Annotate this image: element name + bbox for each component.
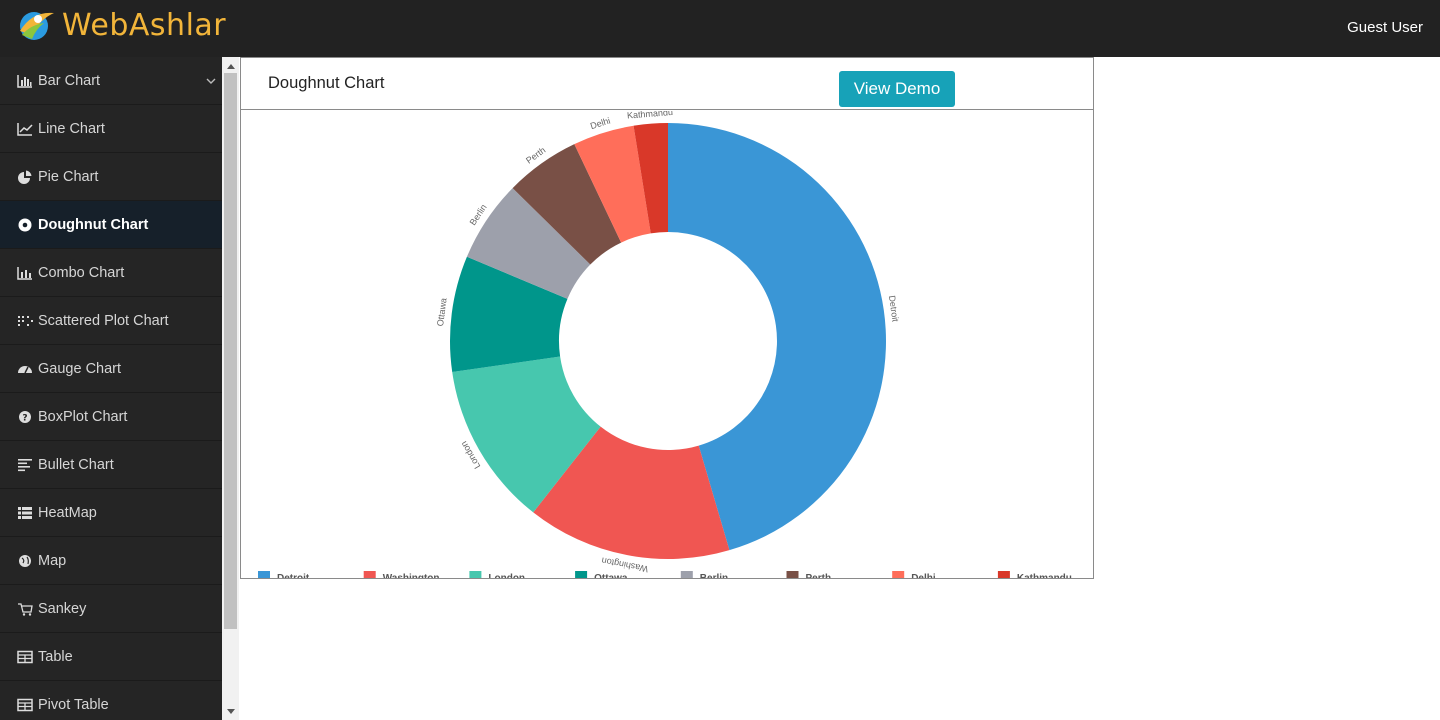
legend-item[interactable]: Kathmandu [997, 571, 1072, 578]
legend-label: Berlin [700, 573, 728, 578]
align-left-icon [16, 458, 34, 472]
legend-label: London [488, 573, 525, 578]
sidebar-item-label: Table [38, 648, 73, 665]
combo-chart-icon [16, 266, 34, 280]
slice-label: Detroit [887, 295, 901, 323]
sidebar-item-combo-chart[interactable]: Combo Chart [0, 249, 222, 297]
slice-kathmandu[interactable] [633, 123, 668, 234]
line-chart-icon [16, 122, 34, 136]
panel-header: Doughnut Chart View Demo [241, 58, 1093, 110]
sidebar-item-doughnut-chart[interactable]: Doughnut Chart [0, 201, 222, 249]
brand-name: WebAshlar [62, 7, 227, 43]
legend-label: Detroit [277, 573, 310, 578]
legend-swatch [363, 571, 376, 578]
sidebar-item-label: Pie Chart [38, 168, 99, 185]
list-icon [16, 506, 34, 520]
slice-berlin[interactable] [466, 188, 591, 299]
bar-chart-icon [16, 74, 34, 88]
table-icon [16, 698, 34, 712]
legend-item[interactable]: Washington [363, 571, 440, 578]
legend-swatch [786, 571, 799, 578]
logo-icon [20, 12, 54, 40]
brand-logo[interactable]: WebAshlar [14, 5, 226, 45]
sidebar-item-label: Gauge Chart [38, 360, 122, 377]
pie-chart-icon [16, 170, 34, 184]
sidebar-item-label: BoxPlot Chart [38, 408, 128, 425]
legend-swatch [258, 571, 270, 578]
scroll-down-icon[interactable] [222, 704, 239, 718]
legend-swatch [575, 571, 588, 578]
svg-text:?: ? [22, 413, 27, 423]
cart-icon [16, 602, 34, 616]
doughnut-chart: Detroit Washington London Ottawa Berlin Perth… [258, 111, 1072, 578]
gauge-icon [16, 362, 34, 376]
legend-swatch [680, 571, 693, 578]
panel-title: Doughnut Chart [268, 74, 385, 92]
sidebar-scrollbar[interactable] [222, 57, 239, 720]
sidebar-item-gauge-chart[interactable]: Gauge Chart [0, 345, 222, 393]
sidebar-item-map[interactable]: Map [0, 537, 222, 585]
question-circle-icon: ? [16, 410, 34, 424]
sidebar-item-table[interactable]: Table [0, 633, 222, 681]
scrollbar-thumb[interactable] [224, 73, 237, 629]
sidebar-item-scattered-plot-chart[interactable]: Scattered Plot Chart [0, 297, 222, 345]
legend-label: Kathmandu [1017, 573, 1072, 578]
legend-swatch [469, 571, 482, 578]
scroll-up-icon[interactable] [222, 59, 239, 73]
sidebar-item-label: Bullet Chart [38, 456, 114, 473]
legend-item[interactable]: Berlin [680, 571, 728, 578]
slice-london[interactable] [452, 356, 601, 513]
sidebar-item-label: Line Chart [38, 120, 105, 137]
legend-label: Perth [806, 573, 832, 578]
sidebar-item-label: Combo Chart [38, 264, 125, 281]
legend-label: Washington [383, 573, 440, 578]
slice-label: Washington [601, 556, 649, 575]
chevron-down-icon[interactable] [206, 74, 216, 84]
view-demo-button[interactable]: View Demo [839, 71, 955, 107]
sidebar-item-pie-chart[interactable]: Pie Chart [0, 153, 222, 201]
legend-label: Delhi [911, 573, 936, 578]
top-bar: WebAshlar Guest User [0, 0, 1440, 57]
legend-item[interactable]: Detroit [258, 571, 310, 578]
sidebar-item-label: Map [38, 552, 67, 569]
sidebar-nav: Bar Chart Line Chart Pie Chart Doughnut Cha… [0, 57, 222, 720]
slice-label: Delhi [589, 115, 612, 131]
legend-item[interactable]: London [469, 571, 525, 578]
legend-item[interactable]: Perth [786, 571, 832, 578]
user-menu[interactable]: Guest User [1347, 19, 1423, 36]
slice-ottawa[interactable] [450, 256, 568, 373]
slice-detroit[interactable] [668, 123, 886, 551]
slice-label: Ottawa [435, 297, 449, 327]
sidebar-item-heatmap[interactable]: HeatMap [0, 489, 222, 537]
chart-panel: Doughnut Chart View Demo Detroit Washingt… [240, 57, 1094, 579]
slice-perth[interactable] [512, 144, 622, 265]
globe-icon [16, 554, 34, 568]
sidebar-item-pivot-table[interactable]: Pivot Table [0, 681, 222, 720]
legend-swatch [892, 571, 905, 578]
sidebar-item-bullet-chart[interactable]: Bullet Chart [0, 441, 222, 489]
sidebar-item-boxplot-chart[interactable]: ? BoxPlot Chart [0, 393, 222, 441]
legend-label: Ottawa [594, 573, 628, 578]
legend-item[interactable]: Ottawa [575, 571, 628, 578]
legend-item[interactable]: Delhi [892, 571, 936, 578]
sidebar-item-label: Scattered Plot Chart [38, 312, 169, 329]
sidebar-item-label: Doughnut Chart [38, 216, 149, 233]
sidebar-item-line-chart[interactable]: Line Chart [0, 105, 222, 153]
table-icon [16, 650, 34, 664]
sidebar-item-bar-chart[interactable]: Bar Chart [0, 57, 222, 105]
slice-washington[interactable] [533, 426, 730, 559]
legend-swatch [997, 571, 1010, 578]
scatter-icon [16, 314, 34, 328]
sidebar-item-label: Pivot Table [38, 696, 109, 713]
sidebar-item-label: Bar Chart [38, 72, 101, 89]
doughnut-icon [16, 218, 34, 232]
sidebar-item-sankey[interactable]: Sankey [0, 585, 222, 633]
sidebar-item-label: Sankey [38, 600, 87, 617]
slice-label: Kathmandu [627, 111, 674, 121]
sidebar-item-label: HeatMap [38, 504, 97, 521]
slice-delhi[interactable] [574, 125, 651, 243]
